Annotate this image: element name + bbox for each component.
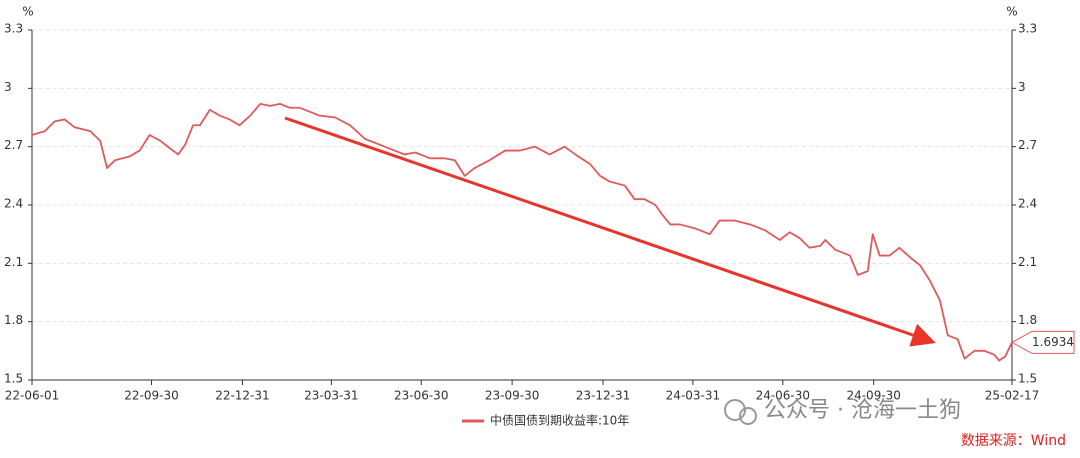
watermark: 公众号 · 沧海一土狗: [724, 398, 961, 425]
x-tick-label: 23-09-30: [485, 389, 539, 403]
end-label-box: [1010, 330, 1075, 354]
y-tick-label: 1.8: [4, 313, 23, 327]
watermark-icon: [724, 399, 746, 421]
x-tick-label: 22-12-31: [215, 389, 269, 403]
x-tick-label: 23-06-30: [394, 389, 448, 403]
x-tick-label: 23-12-31: [576, 389, 630, 403]
x-tick-label: 25-02-17: [985, 389, 1039, 403]
watermark-text: 公众号 · 沧海一土狗: [764, 398, 961, 423]
x-tick-label: 23-03-31: [304, 389, 358, 403]
y2-tick-label: 1.8: [1018, 313, 1037, 327]
y2-tick-label: 1.5: [1018, 372, 1037, 386]
plot-area: 1.5 1.8 2.1 2.4 2.7 3 3.3 1.5 1.8 2.1 2.4 2.7 3 3.3 22…: [4, 22, 1075, 403]
watermark-icon: [739, 407, 757, 425]
legend: 中债国债到期收益率:10年: [462, 413, 629, 428]
x-tick-label: 24-06-30: [756, 389, 810, 403]
y2-tick-label: 2.1: [1018, 255, 1037, 269]
x-tick-label: 22-09-30: [124, 389, 178, 403]
source: 数据来源：Wind: [961, 433, 1066, 449]
series-line: [31, 102, 1013, 362]
y2-tick-label: 2.7: [1018, 138, 1037, 152]
x-tick-label: 24-09-30: [846, 389, 900, 403]
y2-tick-label: 3.3: [1018, 22, 1037, 36]
trend-arrow: [284, 116, 936, 347]
x-tick-label: 22-06-01: [5, 389, 59, 403]
y-tick-label: 2.4: [4, 197, 23, 211]
y2-tick-label: 3: [1018, 80, 1026, 94]
y-tick-label: 2.7: [4, 138, 23, 152]
y-unit: %: [22, 5, 33, 19]
y-tick-label: 3: [4, 80, 12, 94]
legend-label: 中债国债到期收益率:10年: [490, 413, 629, 428]
x-tick-label: 24-03-31: [666, 389, 720, 403]
y-tick-label: 1.5: [4, 372, 23, 386]
y-tick-label: 2.1: [4, 255, 23, 269]
end-label: 1.6934: [1032, 335, 1074, 349]
y-tick-label: 3.3: [4, 22, 23, 36]
y2-tick-label: 2.4: [1018, 197, 1037, 211]
y2-unit: %: [1006, 5, 1017, 19]
